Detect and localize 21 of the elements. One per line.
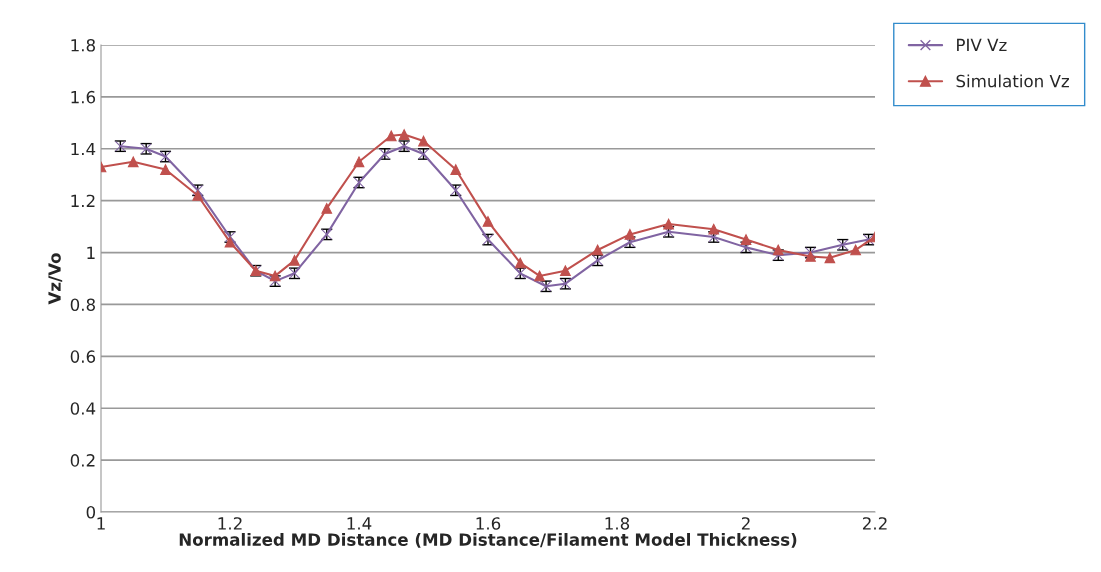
y-tick-label: 1.8	[71, 38, 95, 52]
x-axis-title: Normalized MD Distance (MD Distance/Filament Model Thickness)	[179, 532, 797, 548]
x-tick-label: 1.2	[218, 517, 242, 530]
y-tick-label: 0	[86, 505, 96, 519]
y-tick-label: 0.8	[70, 298, 95, 312]
x-tick-label: 1.8	[605, 517, 630, 530]
y-tick-label: 0.4	[70, 402, 96, 415]
y-axis-title: Vz/Vo	[48, 253, 63, 305]
legend-label: PIV Vz	[957, 38, 1007, 51]
x-tick-label: 2	[741, 517, 750, 530]
x-tick-label: 1	[97, 517, 105, 530]
y-tick-label: 0.6	[70, 350, 96, 363]
x-tick-label: 1.6	[476, 517, 501, 530]
y-tick-label: 1.6	[71, 90, 96, 104]
x-tick-label: 2.2	[862, 517, 887, 530]
y-tick-label: 1.4	[71, 142, 96, 156]
y-tick-label: 0.2	[70, 454, 95, 467]
legend-label: Simulation Vz	[956, 74, 1069, 88]
x-tick-label: 1.4	[347, 517, 372, 530]
y-tick-label: 1	[87, 246, 95, 259]
y-tick-label: 1.2	[71, 194, 95, 207]
